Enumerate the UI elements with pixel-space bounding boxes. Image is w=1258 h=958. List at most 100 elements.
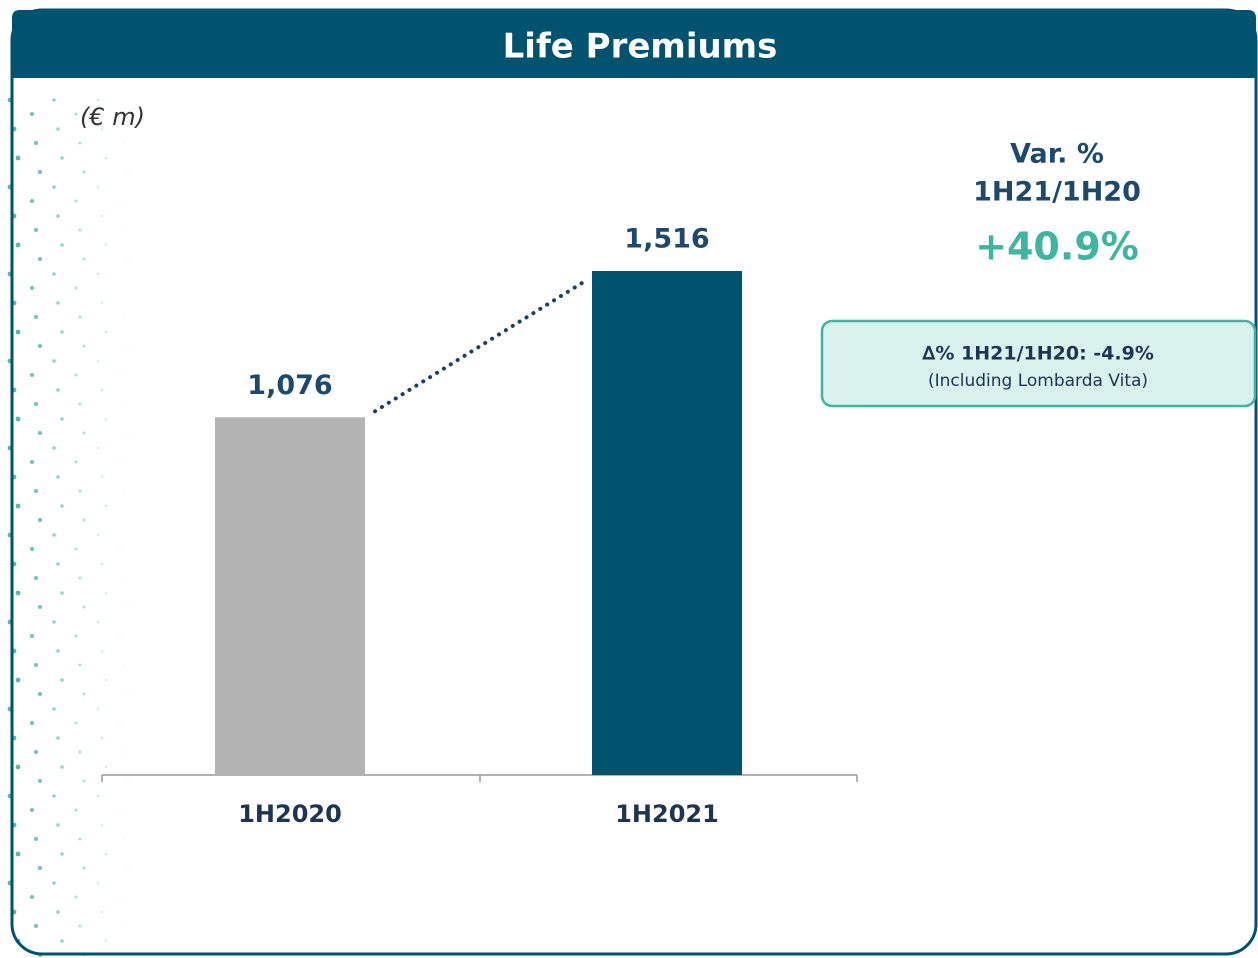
decoration-dot xyxy=(127,867,129,869)
decoration-dot xyxy=(100,823,104,827)
decoration-dot xyxy=(33,140,39,146)
decoration-dot xyxy=(104,417,108,421)
decoration-dot xyxy=(60,504,64,508)
decoration-dot xyxy=(60,765,64,769)
decoration-dot xyxy=(78,924,82,928)
decoration-dot xyxy=(78,315,82,319)
bar xyxy=(592,271,742,775)
decoration-dot xyxy=(37,865,43,871)
decoration-dot xyxy=(104,330,108,334)
decoration-dot xyxy=(33,227,39,233)
decoration-dot xyxy=(15,590,21,596)
decoration-dot xyxy=(123,490,125,492)
decoration-dot xyxy=(29,894,35,900)
decoration-dot xyxy=(96,881,100,885)
decoration-dot xyxy=(74,721,78,725)
decoration-dot xyxy=(60,678,64,682)
decoration-dot xyxy=(15,155,21,161)
decoration-dot xyxy=(96,185,100,189)
decoration-dot xyxy=(100,475,104,479)
decoration-dot xyxy=(52,98,56,102)
decoration-dot xyxy=(29,720,35,726)
decoration-dot xyxy=(33,662,39,668)
note-main: ∆% 1H21/1H20: -4.9% xyxy=(922,343,1154,365)
decoration-dot xyxy=(37,430,43,436)
decoration-dot xyxy=(123,142,125,144)
connector xyxy=(373,281,584,414)
decoration-dot xyxy=(104,156,108,160)
decoration-dot xyxy=(33,923,39,929)
decoration-dot xyxy=(56,127,60,131)
decoration-dot xyxy=(37,778,43,784)
value-label: 1,076 xyxy=(247,370,332,401)
decoration-dot xyxy=(78,750,82,754)
decoration-dot xyxy=(60,330,64,334)
decoration-dot xyxy=(82,518,86,522)
decoration-dot xyxy=(96,272,100,276)
decoration-dot xyxy=(119,635,121,637)
decoration-dot xyxy=(74,634,78,638)
decoration-dot xyxy=(74,373,78,377)
decoration-dots xyxy=(7,97,129,958)
decoration-dot xyxy=(33,575,39,581)
decoration-dot xyxy=(37,343,43,349)
decoration-dot xyxy=(104,678,108,682)
decoration-dot xyxy=(15,242,21,248)
decoration-dot xyxy=(96,707,100,711)
decoration-dot xyxy=(104,243,108,247)
variation-value: +40.9% xyxy=(975,225,1139,269)
decoration-dot xyxy=(15,329,21,335)
decoration-dot xyxy=(104,852,108,856)
decoration-dot xyxy=(123,403,125,405)
unit-label: (€ m) xyxy=(80,103,145,131)
decoration-dot xyxy=(56,562,60,566)
decoration-dot xyxy=(82,779,86,783)
decoration-dot xyxy=(100,736,104,740)
decoration-dot xyxy=(104,591,108,595)
decoration-dot xyxy=(52,707,56,711)
decoration-dot xyxy=(119,200,121,202)
note-sub: (Including Lombarda Vita) xyxy=(928,371,1148,391)
decoration-dot xyxy=(127,171,129,173)
decoration-dot xyxy=(15,764,21,770)
decoration-dot xyxy=(29,546,35,552)
decoration-dot xyxy=(123,229,125,231)
decoration-dot xyxy=(56,301,60,305)
decoration-dot xyxy=(33,749,39,755)
decoration-dot xyxy=(78,402,82,406)
x-tick-label: 1H2020 xyxy=(238,800,342,828)
decoration-dot xyxy=(15,416,21,422)
decoration-dot xyxy=(74,460,78,464)
decoration-dot xyxy=(60,156,64,160)
decoration-dot xyxy=(52,446,56,450)
decoration-dot xyxy=(123,316,125,318)
decoration-dot xyxy=(82,605,86,609)
bar xyxy=(215,417,365,775)
variation-period: 1H21/1H20 xyxy=(973,177,1141,208)
decoration-dot xyxy=(82,170,86,174)
decoration-dot xyxy=(15,503,21,509)
decoration-dot xyxy=(96,620,100,624)
decoration-dot xyxy=(33,314,39,320)
decoration-dot xyxy=(82,692,86,696)
decoration-dot xyxy=(15,851,21,857)
decoration-dot xyxy=(52,272,56,276)
decoration-dot xyxy=(74,547,78,551)
decoration-dot xyxy=(60,243,64,247)
decoration-dot xyxy=(104,939,108,943)
decoration-dot xyxy=(96,98,100,102)
decoration-dot xyxy=(119,374,121,376)
decoration-dot xyxy=(74,808,78,812)
decoration-dot xyxy=(74,112,78,116)
decoration-dot xyxy=(100,910,104,914)
decoration-dot xyxy=(127,693,129,695)
decoration-dot xyxy=(29,111,35,117)
decoration-dot xyxy=(56,388,60,392)
decoration-dot xyxy=(56,823,60,827)
decoration-dot xyxy=(100,562,104,566)
decoration-dot xyxy=(52,533,56,537)
decoration-dot xyxy=(127,519,129,521)
decoration-dot xyxy=(15,677,21,683)
decoration-dot xyxy=(29,807,35,813)
